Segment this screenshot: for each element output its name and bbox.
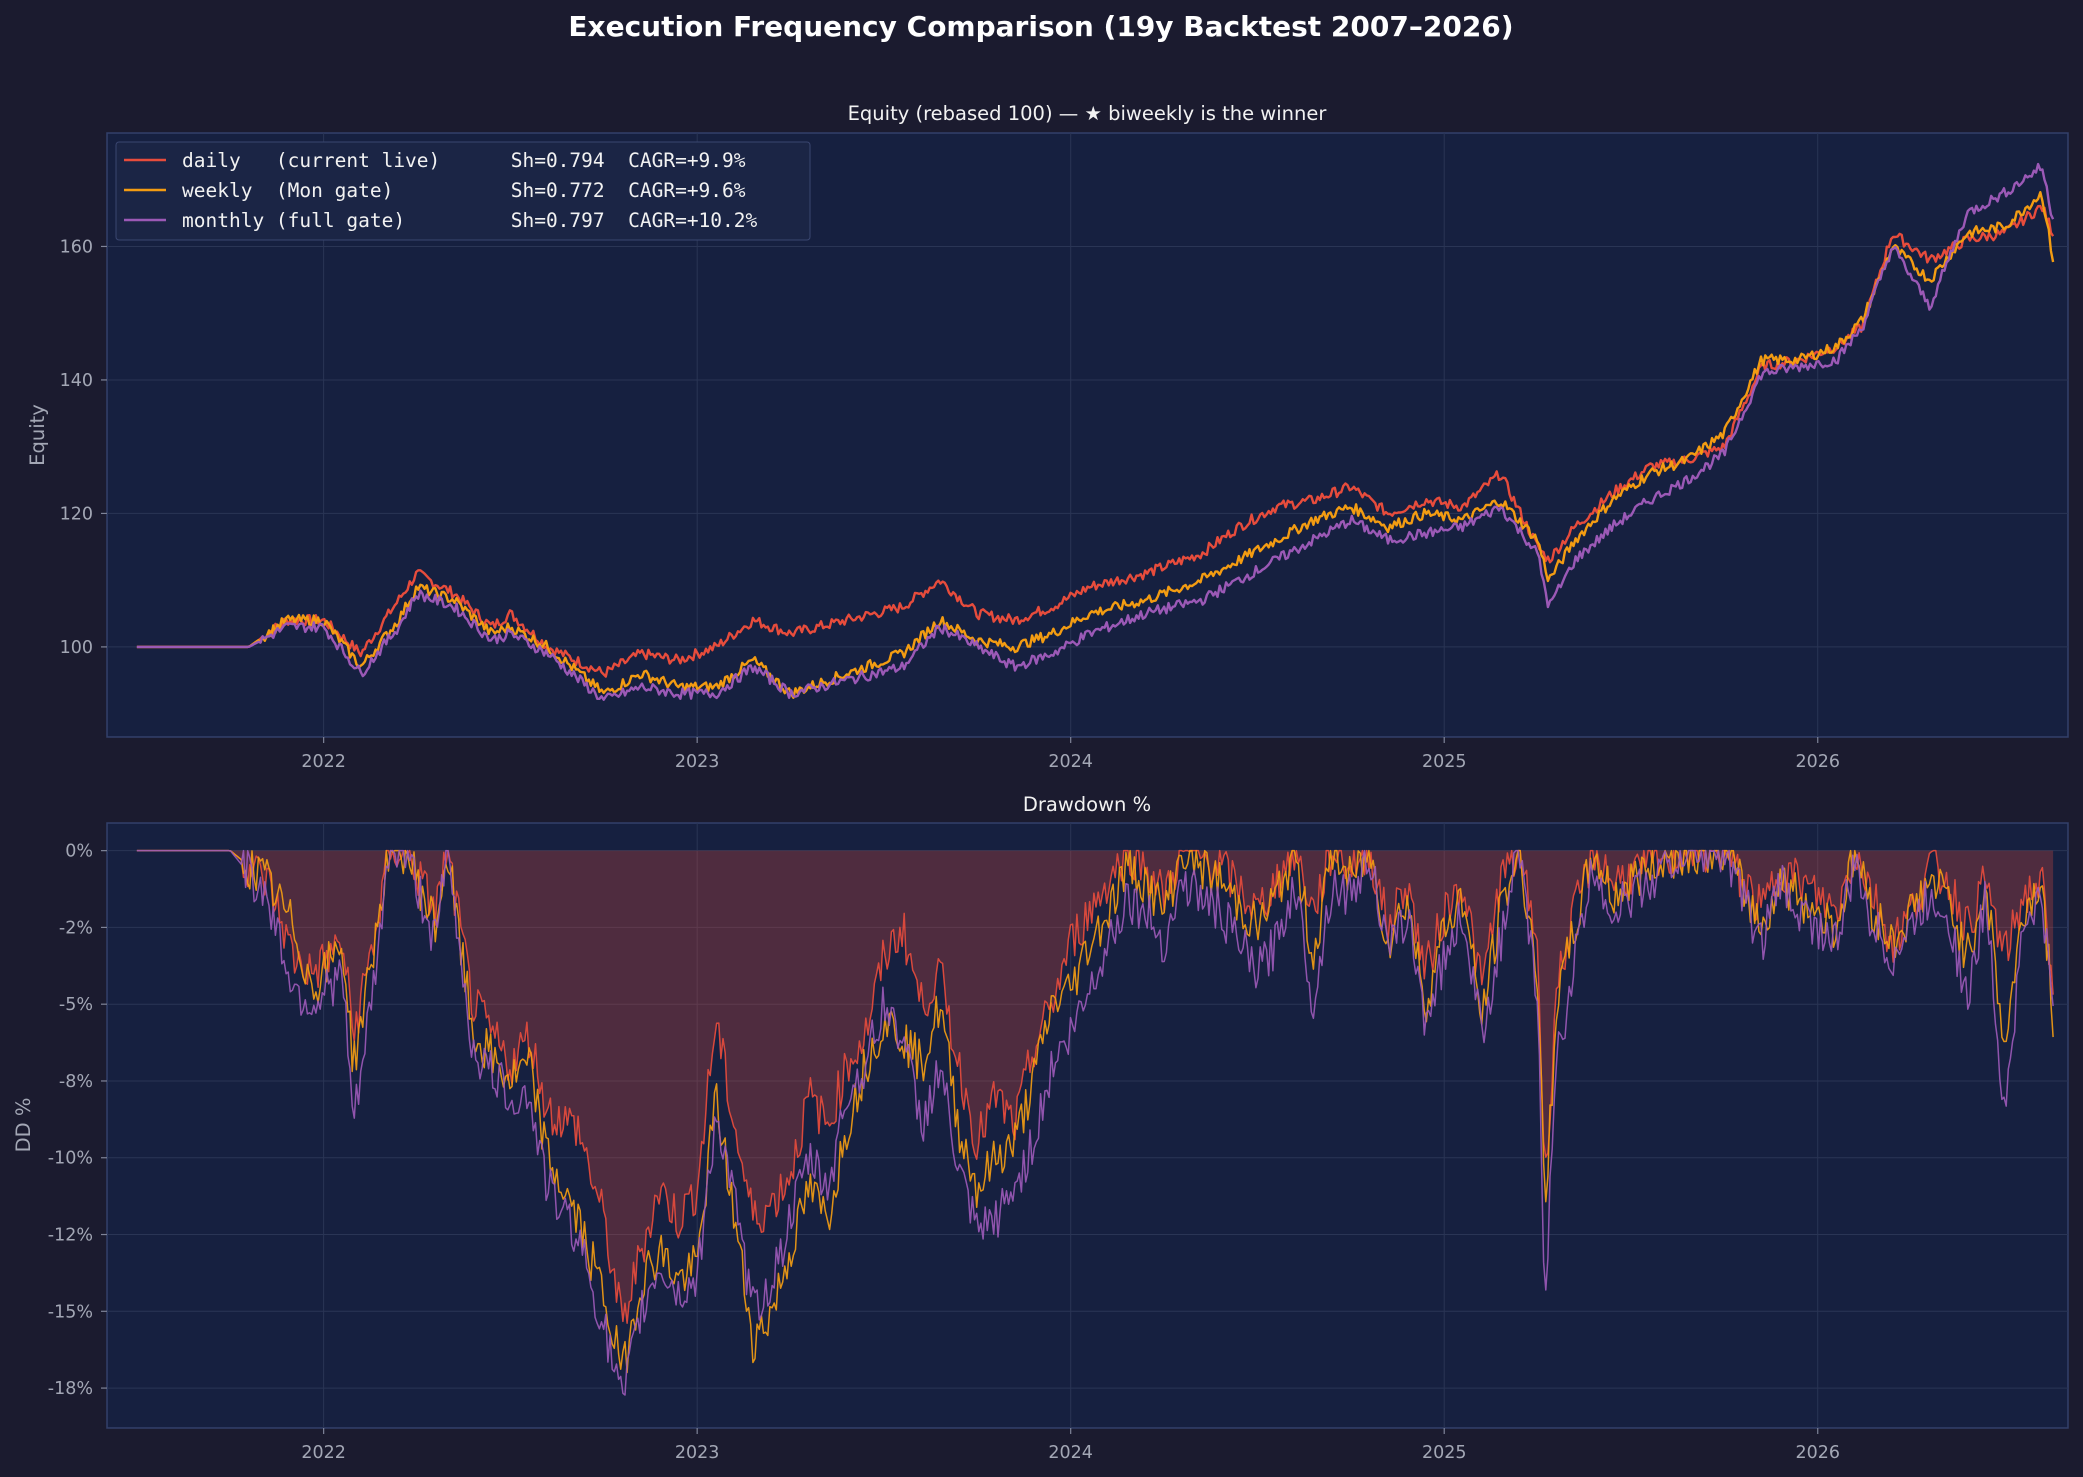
equity-x-axis: 2022 2023 2024 2025 2026 bbox=[301, 737, 1840, 772]
y-tick-label: -18% bbox=[48, 1379, 93, 1399]
equity-y-axis: 100 120 140 160 bbox=[60, 237, 107, 658]
drawdown-series-lines bbox=[136, 849, 2054, 1396]
y-tick-label: 140 bbox=[60, 371, 93, 391]
legend-box bbox=[115, 141, 811, 241]
drawdown-area-daily bbox=[136, 850, 2054, 1324]
legend-label: weekly (Mon gate) Sh=0.772 CAGR=+9.6% bbox=[182, 179, 746, 202]
x-tick-label: 2023 bbox=[675, 1443, 720, 1463]
drawdown-y-axis: 0% -2% -5% -8% -10% -12% -15% -18% bbox=[48, 842, 107, 1399]
y-tick-label: -5% bbox=[59, 995, 93, 1015]
equity-line-daily bbox=[136, 204, 2055, 678]
legend-label: monthly (full gate) Sh=0.797 CAGR=+10.2% bbox=[182, 209, 758, 232]
x-tick-label: 2026 bbox=[1795, 1443, 1840, 1463]
y-tick-label: 160 bbox=[60, 237, 93, 257]
equity-panel-title: Equity (rebased 100) — ★ biweekly is the… bbox=[848, 102, 1328, 125]
x-tick-label: 2022 bbox=[301, 752, 346, 772]
x-tick-label: 2022 bbox=[301, 1443, 346, 1463]
x-tick-label: 2025 bbox=[1422, 752, 1467, 772]
y-tick-label: -15% bbox=[48, 1302, 93, 1322]
equity-grid bbox=[107, 133, 2068, 737]
equity-y-axis-label: Equity bbox=[26, 404, 49, 466]
drawdown-y-axis-label: DD % bbox=[12, 1098, 35, 1153]
x-tick-label: 2025 bbox=[1422, 1443, 1467, 1463]
y-tick-label: 120 bbox=[60, 504, 93, 524]
x-tick-label: 2024 bbox=[1048, 1443, 1093, 1463]
drawdown-x-axis: 2022 2023 2024 2025 2026 bbox=[301, 1428, 1840, 1463]
drawdown-fill bbox=[136, 850, 2054, 1324]
legend-label: daily (current live) Sh=0.794 CAGR=+9.9% bbox=[182, 149, 746, 172]
drawdown-panel: Drawdown % 2022 2023 2024 2025 2026 0% -2% -5%… bbox=[12, 793, 2069, 1463]
legend: daily (current live) Sh=0.794 CAGR=+9.9%… bbox=[115, 141, 811, 241]
y-tick-label: 0% bbox=[65, 842, 93, 862]
y-tick-label: -12% bbox=[48, 1226, 93, 1246]
figure-title: Execution Frequency Comparison (19y Back… bbox=[568, 10, 1513, 43]
x-tick-label: 2023 bbox=[675, 752, 720, 772]
equity-series-lines bbox=[136, 162, 2055, 701]
drawdown-line-monthly bbox=[136, 849, 2054, 1396]
equity-line-weekly bbox=[136, 190, 2055, 699]
y-tick-label: 100 bbox=[60, 638, 93, 658]
y-tick-label: -2% bbox=[59, 918, 93, 938]
drawdown-panel-title: Drawdown % bbox=[1023, 793, 1151, 816]
equity-panel: Equity (rebased 100) — ★ biweekly is the… bbox=[26, 102, 2069, 772]
x-tick-label: 2024 bbox=[1048, 752, 1093, 772]
y-tick-label: -8% bbox=[59, 1072, 93, 1092]
y-tick-label: -10% bbox=[48, 1149, 93, 1169]
equity-line-monthly bbox=[136, 162, 2055, 701]
drawdown-line-weekly bbox=[136, 849, 2054, 1374]
x-tick-label: 2026 bbox=[1795, 752, 1840, 772]
